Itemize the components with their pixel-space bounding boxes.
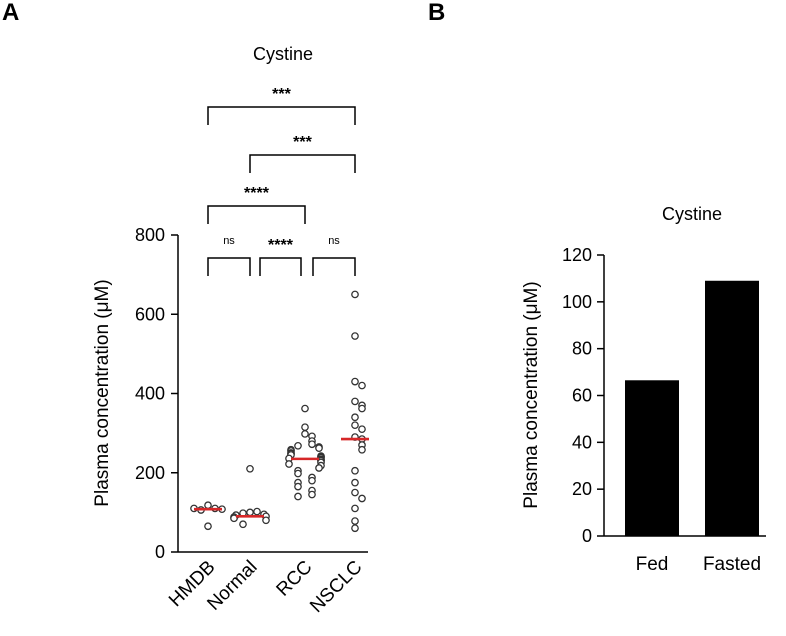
significance-bracket [259,257,302,276]
data-point-hmdb [204,501,212,510]
panel-b-y-axis-label: Plasma concentration (μM) [521,281,542,508]
panel-b-y-tick-label: 20 [572,479,592,499]
significance-bracket [312,257,356,276]
panel-a-y-axis-label: Plasma concentration (μM) [92,279,113,506]
data-point-rcc [285,460,293,468]
panel-b-y-tick-label: 120 [562,245,592,265]
panel-label-b: B [428,0,445,26]
panel-b-category-label: Fed [636,554,669,575]
data-point-rcc [294,441,302,450]
panel-b-y-tick-label: 0 [582,526,592,546]
panel-b-title: Cystine [662,204,722,224]
data-point-nsclc [351,504,359,513]
panel-b-bar-chart: Cystine Plasma concentration (μM) 0 20 40 6… [521,204,766,575]
panel-a-title: Cystine [253,44,313,64]
significance-label: ns [223,235,235,247]
panel-a-y-tick-label: 600 [135,304,165,324]
data-point-nsclc [351,488,359,497]
panel-a-y-tick-label: 200 [135,463,165,483]
data-point-rcc [294,469,302,478]
data-point-hmdb [204,522,212,531]
panel-a-category-label: NSCLC [306,557,366,617]
data-point-nsclc [351,397,359,406]
data-point-rcc [308,440,316,449]
significance-label: *** [272,86,291,103]
significance-label: **** [244,185,270,202]
data-point-nsclc [358,404,366,413]
data-point-nsclc [351,478,359,487]
panel-label-a: A [2,0,19,26]
data-point-rcc [308,490,316,499]
data-point-nsclc [358,381,366,390]
significance-bracket [249,154,356,173]
significance-label: **** [268,237,294,254]
data-point-rcc [308,476,316,485]
significance-bracket [207,205,306,224]
panel-a-y-tick-label: 400 [135,384,165,404]
bar-fasted [705,280,759,536]
panel-b-y-tick-label: 60 [572,386,592,406]
data-point-normal [230,514,238,523]
data-point-nsclc [351,524,359,533]
panel-b-y-tick-label: 40 [572,432,592,452]
panel-b-y-tick-label: 100 [562,292,592,312]
data-point-normal [246,508,254,517]
panel-a-scatter-chart: Cystine Plasma concentration (μM) 0 200 40… [92,44,369,617]
panel-a-category-label: RCC [273,557,317,601]
data-point-rcc [294,492,302,501]
data-point-rcc [301,423,309,432]
data-point-nsclc [351,466,359,475]
panel-a-y-tick-label: 0 [155,542,165,562]
significance-bracket [207,257,251,276]
data-point-rcc [301,404,309,413]
bar-fed [625,380,679,536]
data-point-nsclc [351,517,359,525]
data-point-nsclc [358,445,366,454]
significance-bracket [207,106,356,125]
panel-b-category-label: Fasted [703,554,761,575]
data-point-nsclc [351,413,359,422]
data-point-nsclc [358,425,366,434]
data-point-rcc [315,464,323,472]
panel-b-y-tick-label: 80 [572,339,592,359]
data-point-nsclc [351,290,359,299]
data-point-normal [253,507,261,516]
data-point-normal [239,520,247,529]
data-point-nsclc [351,421,359,430]
data-point-normal [246,464,254,473]
data-point-rcc [294,482,302,491]
panel-a-y-tick-label: 800 [135,225,165,245]
significance-label: *** [293,134,312,151]
data-point-nsclc [358,494,366,503]
significance-label: ns [328,235,340,247]
data-point-nsclc [351,332,359,340]
data-point-normal [262,516,270,525]
data-point-rcc [315,444,323,453]
data-point-rcc [301,430,309,438]
data-point-nsclc [351,377,359,386]
